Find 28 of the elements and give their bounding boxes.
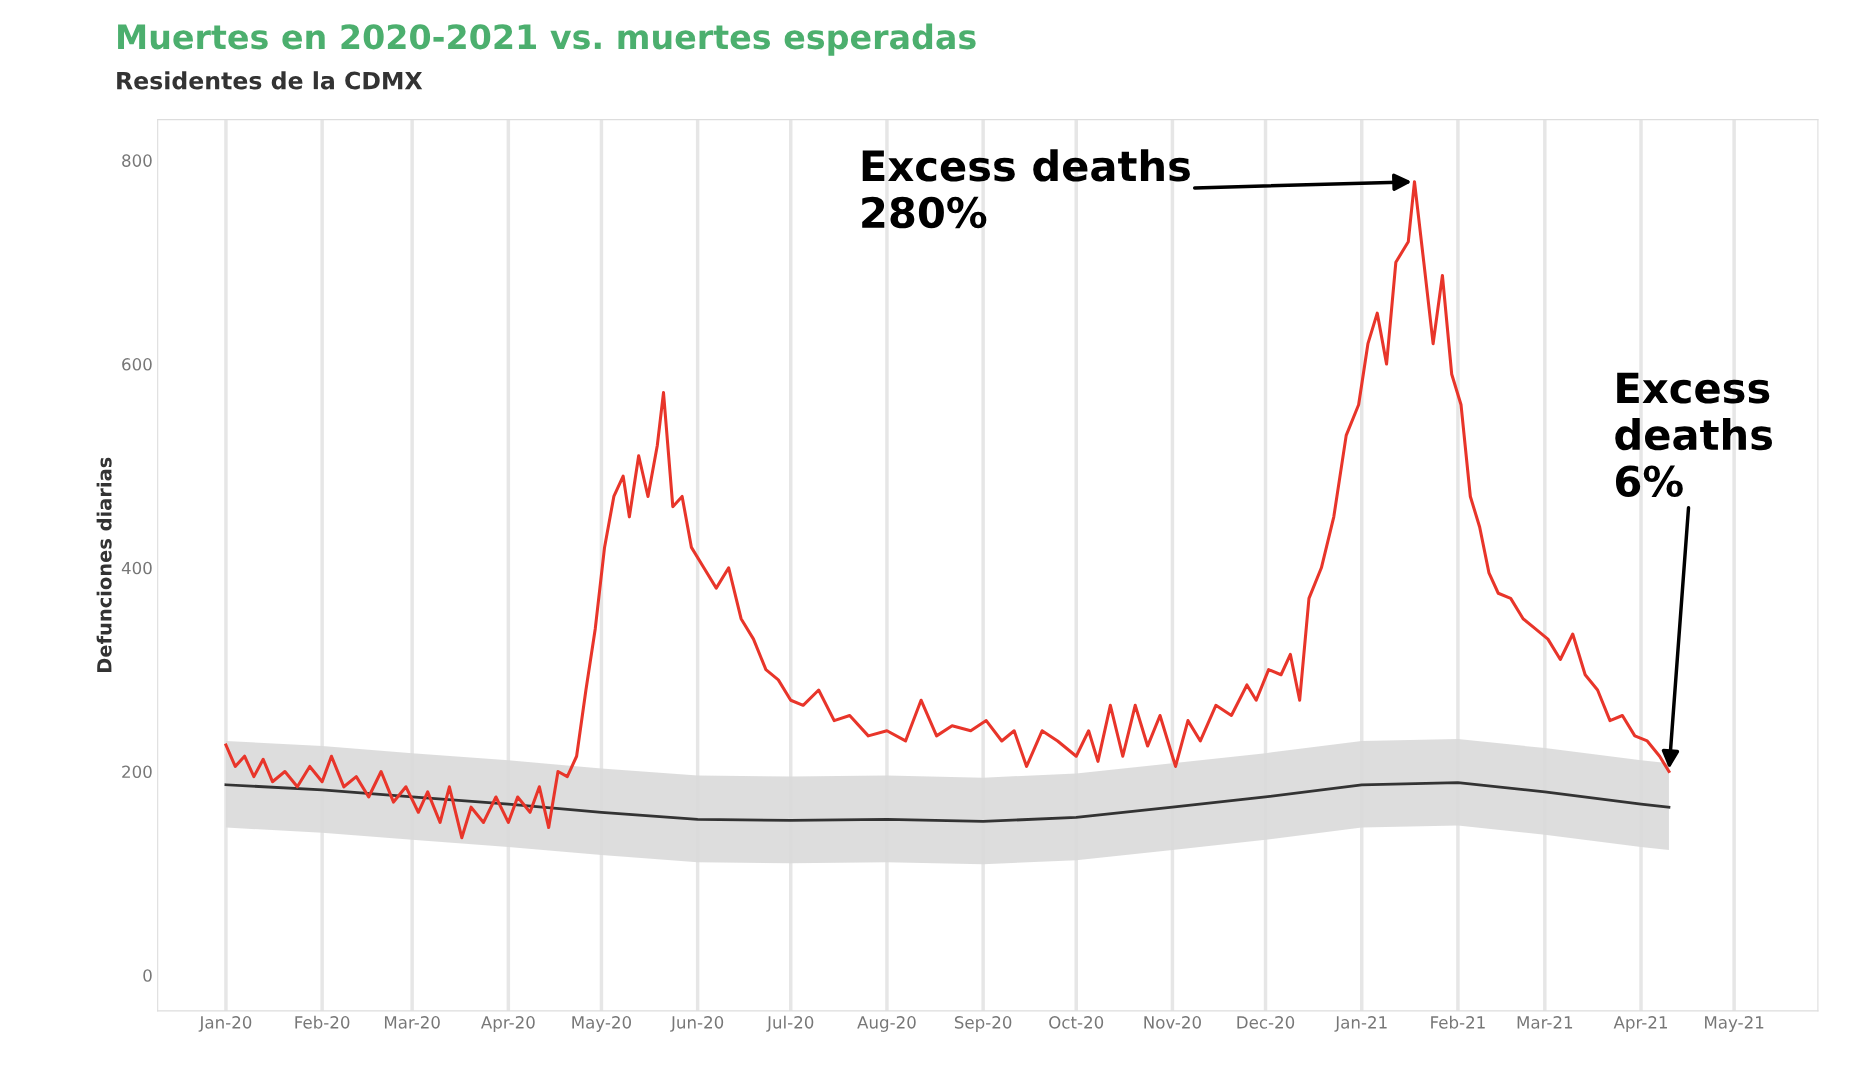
- x-tick-label: Mar-21: [1517, 1016, 1573, 1029]
- x-tick-label: Aug-20: [857, 1016, 916, 1032]
- x-tick-label: Feb-21: [1431, 1015, 1485, 1029]
- x-tick-label: Apr-21: [1613, 1016, 1667, 1032]
- y-tick-label: 400: [121, 561, 152, 575]
- x-tick-label: Feb-20: [295, 1015, 350, 1029]
- x-tick-label: Jan-20: [198, 1016, 252, 1032]
- x-tick-label: Jul-20: [766, 1015, 814, 1032]
- x-tick-label: Jan-21: [1334, 1016, 1387, 1032]
- x-tick-label: Apr-20: [480, 1016, 535, 1032]
- y-tick-label: 600: [122, 358, 152, 371]
- x-tick-label: Dec-20: [1237, 1016, 1295, 1029]
- x-tick-label: Mar-20: [384, 1016, 440, 1029]
- y-tick-label: 0: [143, 969, 152, 982]
- x-tick-label: May-20: [572, 1016, 632, 1032]
- x-tick-label: Sep-20: [954, 1016, 1012, 1032]
- x-tick-label: May-21: [1705, 1016, 1764, 1032]
- y-axis-title: Defunciones diarias: [96, 457, 112, 672]
- line-series: [224, 781, 1671, 823]
- y-tick-label: 800: [122, 154, 152, 167]
- x-tick-label: Nov-20: [1144, 1016, 1201, 1029]
- chart-title: Muertes en 2020-2021 vs. muertes esperadas: [118, 23, 976, 56]
- annotation: Excess deaths 280%: [862, 149, 1190, 229]
- y-tick-label: 200: [122, 765, 152, 779]
- x-tick-label: Oct-20: [1049, 1016, 1104, 1029]
- annotation: Excess deaths 6%: [1615, 372, 1772, 497]
- x-tick-label: Jun-20: [670, 1016, 724, 1032]
- chart-subtitle: Residentes de la CDMX: [117, 71, 423, 90]
